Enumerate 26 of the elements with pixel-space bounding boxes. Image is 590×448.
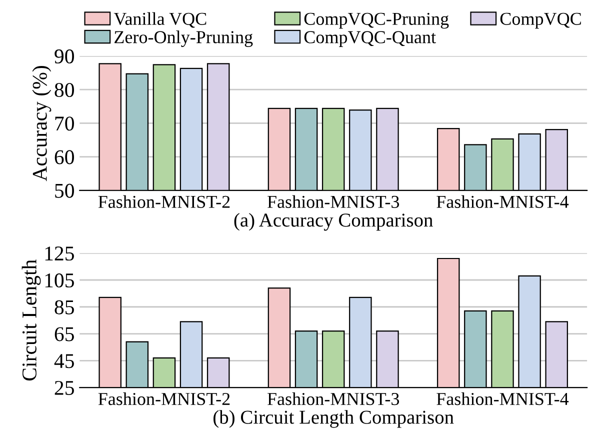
y-tick-label: 25 [54,380,74,395]
y-tick-label: 70 [55,116,74,131]
x-axis-title: (a) Accuracy Comparison [234,213,433,231]
x-tick-label: Fashion-MNIST-4 [436,195,569,208]
y-tick-label: 50 [55,184,74,198]
y-tick-label: 60 [54,150,74,164]
y-axis-title: Accuracy (%) [32,66,52,182]
legend-label: CompVQC-Pruning [304,12,449,29]
y-tick-label: 90 [54,49,74,64]
y-tick-label: 125 [45,246,74,261]
y-tick-label: 65 [54,327,74,342]
x-tick-label: Fashion-MNIST-2 [98,392,230,406]
x-tick-label: Fashion-MNIST-3 [267,392,400,406]
x-tick-label: Fashion-MNIST-4 [436,392,569,406]
legend-label: Zero-Only-Pruning [114,30,253,47]
x-tick-label: Fashion-MNIST-2 [98,195,230,208]
y-tick-label: 45 [54,354,74,368]
y-tick-label: 80 [54,82,74,98]
legend-label: CompVQC [500,12,581,29]
legend-label: CompVQC-Quant [304,31,436,47]
x-axis-title: (b) Circuit Length Comparison [214,410,454,428]
y-axis-title: Circuit Length [22,260,41,381]
legend-label: Vanilla VQC [114,12,206,28]
y-tick-label: 85 [54,300,74,314]
x-tick-label: Fashion-MNIST-3 [267,195,400,208]
y-tick-label: 105 [45,273,74,288]
